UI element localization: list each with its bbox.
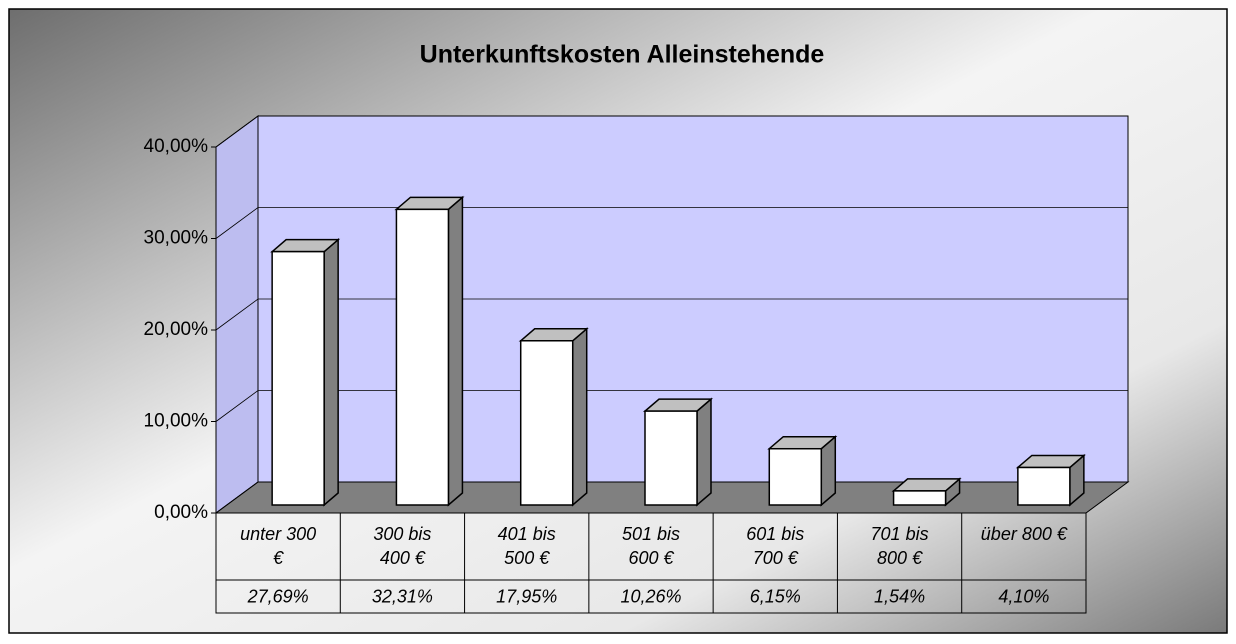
y-tick-label: 0,00% <box>154 502 208 523</box>
bar <box>395 208 450 506</box>
bar <box>1017 466 1071 506</box>
bar-side <box>571 327 588 507</box>
x-tick-label-box: über 800 € <box>980 524 1067 544</box>
bar-side <box>696 397 712 507</box>
bar <box>519 340 574 506</box>
x-tick-label: über 800 € <box>980 524 1067 544</box>
bar-side <box>447 195 464 507</box>
y-tick-label: 20,00% <box>144 319 209 340</box>
data-label: 6,15% <box>750 586 801 606</box>
grid-line <box>215 207 1128 239</box>
x-tick-label: 300 bis 400 € <box>373 524 432 568</box>
x-tick-label: 501 bis 600 € <box>621 524 680 568</box>
data-table <box>215 512 1087 614</box>
x-tick-label-box: 300 bis 400 € <box>373 524 432 568</box>
x-tick-label-box: unter 300 € <box>240 524 317 568</box>
chart-title: Unterkunftskosten Alleinstehende <box>420 41 825 69</box>
bar <box>644 410 698 506</box>
data-label: 32,31% <box>372 586 433 606</box>
x-tick-label-box: 401 bis 500 € <box>497 524 556 568</box>
bar <box>892 490 947 506</box>
data-label: 1,54% <box>874 586 925 606</box>
x-tick-label: 401 bis 500 € <box>497 524 556 568</box>
x-tick-label: unter 300 € <box>240 524 317 568</box>
data-label: 27,69% <box>247 586 309 606</box>
data-label: 4,10% <box>998 586 1049 606</box>
grid-line <box>215 390 1128 422</box>
bar <box>768 447 823 506</box>
y-tick-label: 40,00% <box>144 136 209 157</box>
y-tick-label: 10,00% <box>144 411 209 432</box>
grid-line <box>215 115 1128 148</box>
x-tick-label: 701 bis 800 € <box>870 524 929 568</box>
x-tick-label-box: 501 bis 600 € <box>621 524 680 568</box>
bar <box>271 250 325 506</box>
x-tick-label: 601 bis 700 € <box>746 524 805 568</box>
grid-line <box>215 481 1128 514</box>
x-tick-label-box: 701 bis 800 € <box>870 524 929 568</box>
bar-side <box>323 238 339 507</box>
x-tick-label-box: 601 bis 700 € <box>746 524 805 568</box>
y-tick-label: 30,00% <box>144 228 209 249</box>
data-label: 17,95% <box>496 586 557 606</box>
data-label: 10,26% <box>620 586 681 606</box>
grid-line <box>215 298 1128 331</box>
